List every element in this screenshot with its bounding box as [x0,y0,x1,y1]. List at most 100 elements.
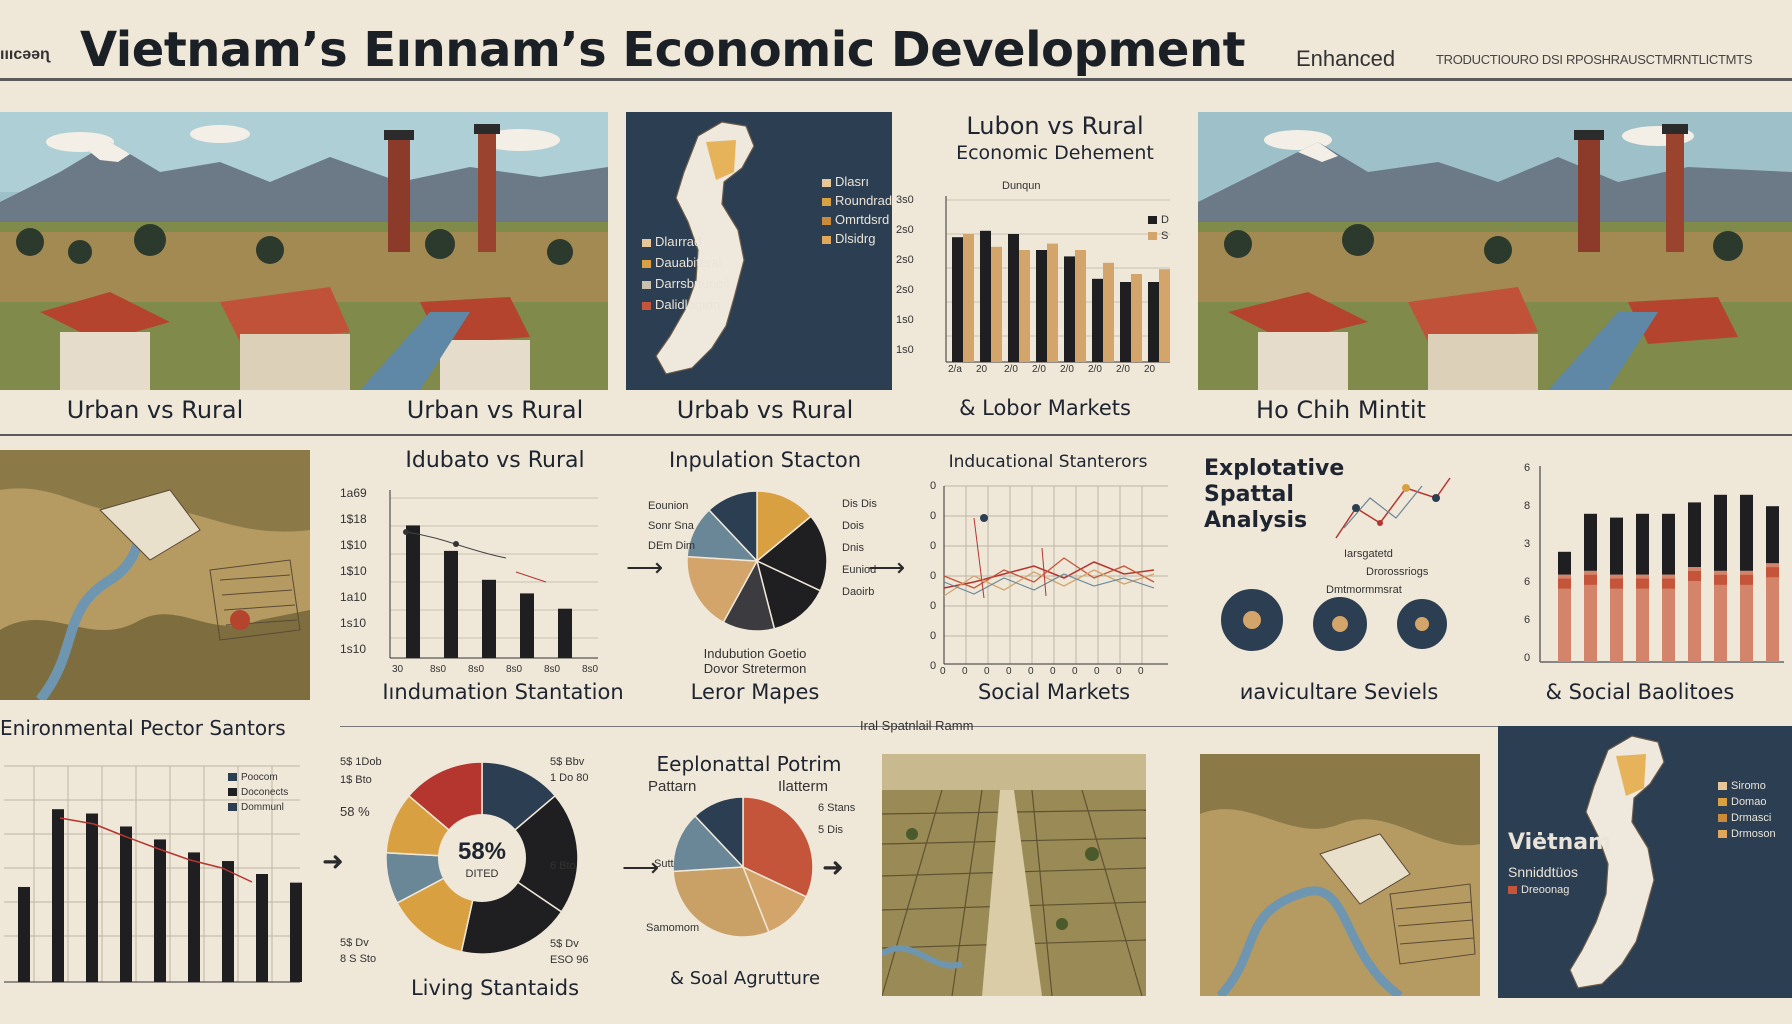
stacked-bar-lower [1636,574,1649,662]
bar [120,826,132,982]
tick-label: 20 [976,364,988,375]
bar [1036,250,1047,362]
pie-chart-inpulation [682,486,832,636]
pie-subtitle: Indubution Goetio Dovor Stretermon [703,646,807,676]
donut-left-labels: 5$ 1Dob 1$ Bto 58 % 5$ Dv 8 S Sto [340,756,382,965]
map-legend-item: Omrtdsrd [835,212,890,227]
vietnam-legend-item: Drmasci [1731,812,1772,824]
caption-indumation-stantation: Iındumation Stantation [382,680,624,704]
caption-soal-agrutture: & Soal Agrutture [669,968,821,989]
header-rule [0,78,1792,81]
stacked-bar-band [1558,578,1571,589]
bar [1131,274,1142,362]
caption-social-markets: Social Markets [977,680,1131,704]
caption-urban-rural-2: Urban vs Rural [406,396,584,424]
tick-label: 1s0 [896,314,914,326]
bar-chart-2-xticks: 30 8s0 8s0 8s0 8s0 8s0 [392,664,602,678]
donut-center-sub: DITED [465,868,499,880]
donut-right-labels: 5$ Bbv 1 Do 80 6 Bto 5$ Dv ESO 96 [550,756,589,966]
stacked-bar-lower [1740,570,1753,662]
arrow-right-icon: ⟶ [868,552,906,582]
map-legend-item: Dlaırrad [655,234,702,249]
tick-label: 0 [940,666,946,677]
tick-label: 8s0 [582,664,599,675]
tick-label: 0 [930,660,937,672]
pie-slice [686,555,759,624]
stacked-bar-upper [1766,506,1779,564]
tick-label: 3s0 [896,194,914,206]
donut-label: 8 S Sto [340,953,377,965]
bar [1064,256,1075,362]
spatial-label: Drorossriogs [1366,566,1429,578]
spatial-label: Iarsgatetd [1344,548,1393,560]
bar-chart-legend: D S [1148,214,1169,242]
arrow-right-icon: ⟶ [626,552,664,582]
stacked-bar-lower [1714,570,1727,662]
pie-label: Sonr Sna [648,520,694,532]
donut-label: 5$ 1Dob [340,756,382,768]
pie-label: Dnis [842,542,865,554]
caption-navicultare-seviels: ᴎavicultare Seviels [1239,680,1439,704]
pie-right-labels: Dis Dis Dois Dnis Euniod Daoirb [842,498,877,598]
stacked-bar-band [1766,567,1779,578]
tick-label: 6 [1524,576,1531,588]
tick-label: 1$18 [340,512,367,526]
tick-label: 8s0 [468,664,485,675]
illustration-town-2 [1198,112,1792,390]
pie2-label: Samomom [646,922,700,934]
bar-chart-xticks: 2/a 20 2/0 2/0 2/0 2/0 2/0 20 [948,364,1174,378]
map-legend-item: Dauabiteral [655,255,722,270]
network-diagram [1326,468,1456,548]
row1-rule [0,434,1792,436]
stacked-bar-upper [1688,502,1701,567]
vietnam-legend-item: Drmoson [1731,828,1776,840]
bar-chart-idubato [336,480,606,680]
tick-label: 2/a [948,364,962,375]
bar [1148,282,1159,362]
tick-label: 2s0 [896,254,914,266]
pie-slice [742,796,814,898]
pie-slice [755,515,828,592]
bar [980,230,991,362]
legend-item: Doconects [241,787,289,798]
map-legend-item: Dalidlogıon [655,297,721,312]
bar [222,861,234,982]
vietnam-sub-text: Dreoonag [1521,884,1570,896]
tick-label: 8s0 [544,664,561,675]
caption-leror-mapes: Leror Mapes [690,680,820,704]
stacked-bar-lower [1766,563,1779,662]
stacked-bar-upper [1636,513,1649,575]
caption-urban-rural-1: Urban vs Rural [66,396,244,424]
tick-label: 6 [1524,462,1531,474]
bar [188,852,200,982]
bar [444,550,458,658]
arrow-right-icon: ⟶ [622,852,660,882]
spatial-title-line: Spattal [1204,482,1294,507]
tick-label: 1a69 [340,486,367,500]
pie-slice [756,490,812,563]
tick-label: 6 [1524,614,1531,626]
pie-slice [672,866,770,938]
bar [18,886,30,982]
pie-slice [694,796,744,869]
stacked-bar-band [1688,571,1701,581]
bar [406,525,420,658]
row3-center-title: Iral Spatnlail Ramm [860,718,974,733]
tick-label: 0 [1116,666,1122,677]
stacked-bar-lower [1558,574,1571,662]
stacked-bar-upper [1558,551,1571,575]
stacked-bar-upper [1584,513,1597,571]
tick-label: 2/0 [1032,364,1046,375]
tick-label: 2/0 [1060,364,1074,375]
pie-slice [672,814,745,873]
tick-label: 0 [1094,666,1100,677]
enhanced-label: Enhanced [1296,46,1396,71]
pie-chart-eeplonattal [670,794,816,940]
bar [1047,243,1058,362]
bar [154,839,166,982]
pie2-title: Eeplonattal Potrim [656,752,842,776]
caption-living-stantaids: Living Stantaids [410,976,580,1000]
illustration-rice-fields [882,754,1146,996]
bar [52,809,64,982]
bar [1019,250,1030,362]
